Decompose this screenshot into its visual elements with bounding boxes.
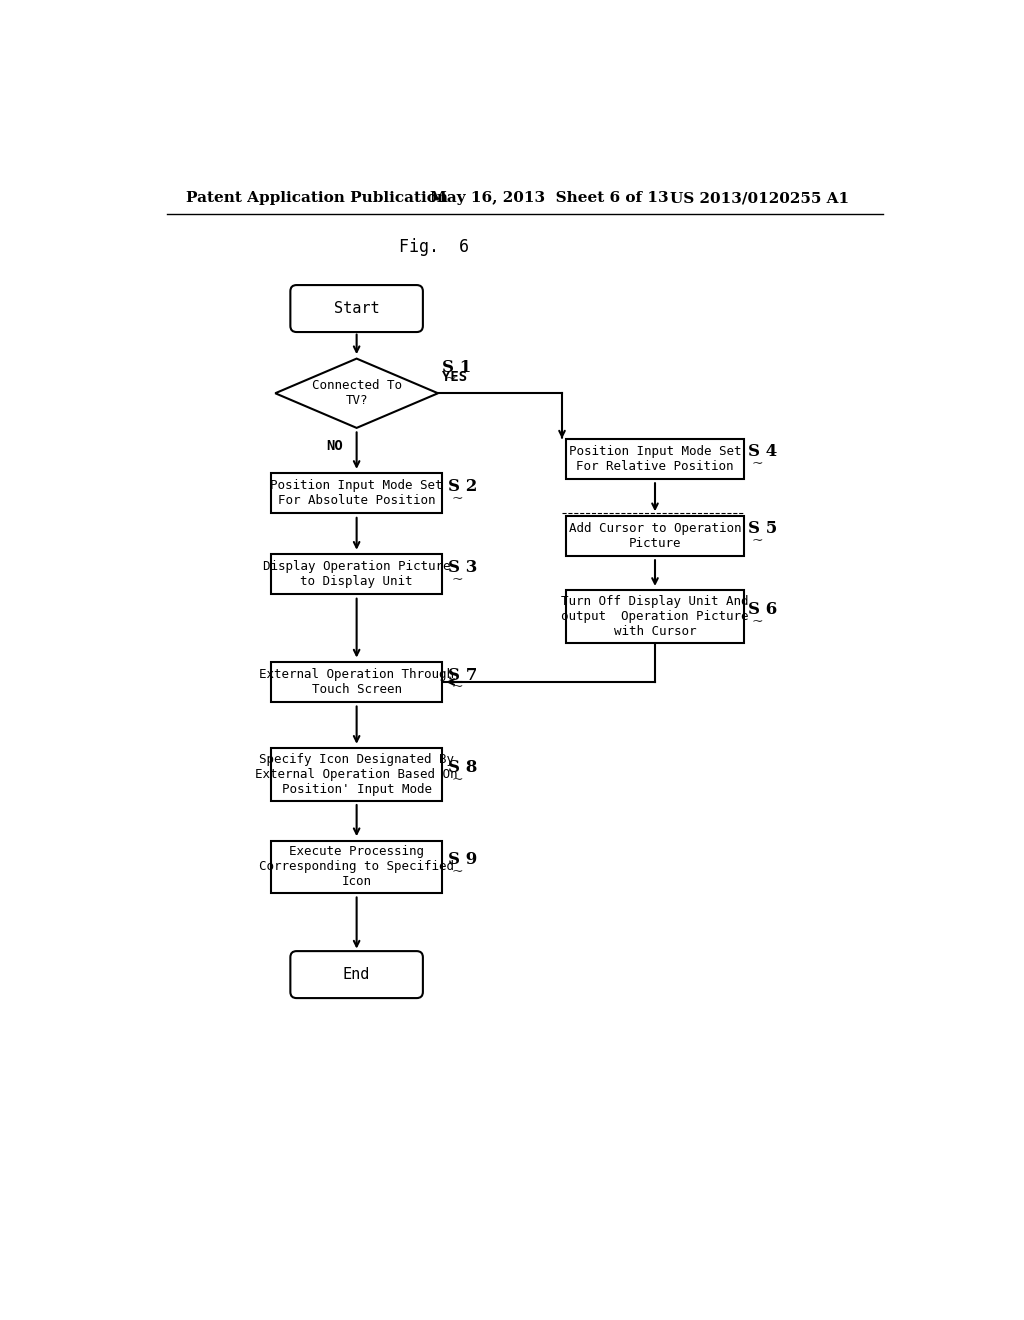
Text: ~: ~: [452, 573, 463, 586]
FancyBboxPatch shape: [291, 285, 423, 333]
Text: S 1: S 1: [442, 359, 471, 376]
Text: S 3: S 3: [449, 558, 477, 576]
Text: End: End: [343, 968, 371, 982]
Text: S 5: S 5: [748, 520, 777, 537]
Text: S 9: S 9: [449, 851, 477, 869]
Text: ~: ~: [452, 866, 463, 879]
Text: ~: ~: [751, 615, 763, 630]
Text: S 7: S 7: [449, 667, 477, 684]
Text: Execute Processing
Corresponding to Specified
Icon: Execute Processing Corresponding to Spec…: [259, 845, 454, 888]
Text: Display Operation Picture
to Display Unit: Display Operation Picture to Display Uni…: [263, 560, 451, 589]
Text: S 2: S 2: [449, 478, 477, 495]
Text: Position Input Mode Set
For Absolute Position: Position Input Mode Set For Absolute Pos…: [270, 479, 442, 507]
Bar: [271, 748, 442, 800]
Text: Specify Icon Designated By
External Operation Based On
Position' Input Mode: Specify Icon Designated By External Oper…: [255, 752, 458, 796]
Text: ~: ~: [452, 492, 463, 506]
Bar: [271, 841, 442, 892]
Text: ~: ~: [751, 535, 763, 548]
Text: ~: ~: [751, 457, 763, 471]
Bar: [271, 554, 442, 594]
Text: ~: ~: [452, 681, 463, 694]
Text: S 8: S 8: [449, 759, 477, 776]
Text: ~: ~: [445, 372, 457, 387]
Text: ~: ~: [452, 774, 463, 787]
Text: US 2013/0120255 A1: US 2013/0120255 A1: [671, 191, 850, 206]
Text: S 4: S 4: [748, 444, 777, 461]
Text: Add Cursor to Operation
Picture: Add Cursor to Operation Picture: [568, 521, 741, 549]
Text: Position Input Mode Set
For Relative Position: Position Input Mode Set For Relative Pos…: [568, 445, 741, 473]
Text: Connected To
TV?: Connected To TV?: [311, 379, 401, 408]
Text: Patent Application Publication: Patent Application Publication: [186, 191, 449, 206]
Text: S 6: S 6: [748, 601, 777, 618]
Bar: [566, 438, 744, 479]
Text: Turn Off Display Unit And
output  Operation Picture
with Cursor: Turn Off Display Unit And output Operati…: [561, 595, 749, 638]
Text: External Operation Through
Touch Screen: External Operation Through Touch Screen: [259, 668, 454, 696]
Bar: [566, 516, 744, 556]
Bar: [566, 590, 744, 643]
Text: NO: NO: [326, 440, 343, 454]
FancyBboxPatch shape: [291, 952, 423, 998]
Text: Fig.  6: Fig. 6: [399, 238, 469, 256]
Polygon shape: [275, 359, 438, 428]
Bar: [271, 474, 442, 513]
Text: Start: Start: [334, 301, 380, 315]
Bar: [271, 663, 442, 702]
Text: YES: YES: [442, 370, 467, 384]
Text: May 16, 2013  Sheet 6 of 13: May 16, 2013 Sheet 6 of 13: [430, 191, 669, 206]
